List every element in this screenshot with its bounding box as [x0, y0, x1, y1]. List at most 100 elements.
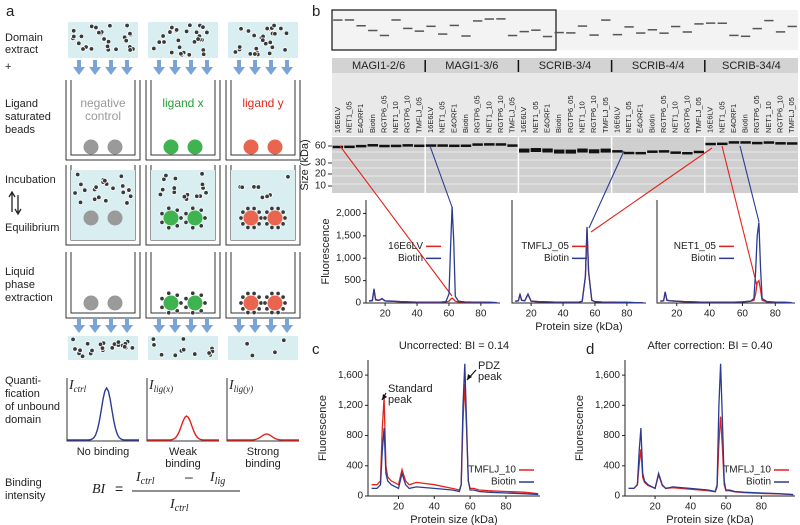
band [379, 34, 390, 37]
x-axis-label: Protein size (kDa) [666, 514, 753, 525]
band [612, 33, 623, 36]
band [518, 148, 530, 153]
arrow [105, 318, 117, 333]
legend-label: Biotin [544, 253, 569, 264]
molecule [264, 209, 270, 215]
molecule [123, 37, 129, 44]
annotation: peak [478, 371, 502, 383]
bead-label: negative [80, 96, 126, 110]
band [682, 151, 693, 155]
molecule [240, 209, 246, 215]
annotation-arrowhead [382, 394, 387, 400]
step-label: of unbound [5, 401, 60, 413]
bead [243, 210, 259, 226]
molecule [198, 292, 204, 298]
x-tick-label: 80 [475, 309, 487, 320]
molecule [160, 186, 166, 193]
bead [163, 210, 179, 226]
connector [429, 145, 453, 208]
molecule [275, 205, 281, 212]
gel-axis-label: Size (kDa) [299, 139, 311, 190]
band [659, 32, 669, 34]
x-tick-label: 80 [621, 309, 633, 320]
molecule [173, 27, 180, 33]
band [752, 27, 762, 30]
bead [107, 295, 123, 311]
band [775, 142, 786, 145]
gel-tick-label: 30 [315, 158, 327, 169]
molecule [190, 225, 196, 231]
molecule [269, 205, 275, 212]
group-label: MAGI1-2/6 [352, 60, 405, 72]
band [414, 30, 425, 32]
y-tick-label: 500 [344, 275, 361, 286]
band [775, 31, 786, 33]
x-tick-label: 40 [704, 309, 716, 320]
molecule [275, 290, 281, 297]
molecule [122, 344, 128, 350]
x-tick-label: 60 [720, 502, 732, 513]
annotation-arrowhead [467, 374, 472, 380]
band [729, 34, 739, 37]
molecule [272, 349, 278, 356]
lane-label: Biotin [554, 114, 563, 133]
arrow [201, 318, 213, 333]
step-label: Binding [5, 477, 42, 489]
connector [588, 150, 625, 229]
beaker [65, 80, 141, 161]
molecule [127, 193, 134, 199]
molecule [281, 337, 287, 344]
group-header [332, 58, 798, 73]
band [693, 150, 705, 154]
lane-label: 16E6LV [519, 107, 528, 133]
y-tick-label: 1,600 [595, 370, 620, 381]
molecule [186, 52, 192, 58]
lane-label: 16E6LV [706, 107, 715, 133]
molecule [282, 215, 288, 221]
y-tick-label: 800 [603, 430, 620, 441]
lane-label: RGTP6_10 [589, 95, 598, 133]
arrow [169, 318, 181, 333]
molecule [269, 224, 275, 231]
lane-label: RGTP6_05 [659, 95, 668, 133]
lane-label: E4ORF1 [543, 104, 552, 133]
molecule [171, 185, 177, 191]
connector [721, 145, 758, 287]
molecule [159, 211, 165, 217]
symbol: I [228, 378, 235, 393]
bead [83, 139, 99, 155]
band [355, 144, 367, 148]
molecule [93, 24, 99, 31]
lane-label: TMFLJ_05 [508, 97, 517, 133]
molecule [267, 39, 273, 46]
quant-label: Ilig(y) [228, 378, 253, 394]
molecule [169, 24, 175, 31]
legend-label: Biotin [691, 253, 716, 264]
band [671, 25, 681, 28]
molecule [264, 193, 270, 200]
band [786, 142, 798, 145]
molecule [203, 190, 209, 196]
axis [146, 378, 219, 442]
molecule [84, 341, 91, 347]
y-axis-label: Fluorescence [574, 395, 586, 461]
x-tick-label: 60 [589, 309, 601, 320]
molecule [174, 207, 180, 213]
band [496, 18, 506, 20]
molecule [264, 306, 270, 312]
band [333, 19, 343, 21]
arrow [153, 60, 165, 75]
molecule [262, 300, 268, 306]
arrow [249, 318, 261, 333]
y-tick-label: 400 [346, 460, 363, 471]
lane-label: NET1_10 [577, 101, 586, 133]
band [344, 19, 355, 21]
molecule [101, 36, 107, 42]
lane-label: Biotin [368, 114, 377, 133]
band [717, 142, 728, 146]
annotation: PDZ [478, 360, 500, 372]
molecule [283, 30, 290, 37]
band [542, 148, 553, 153]
band [472, 143, 483, 146]
bead-label: ligand y [242, 96, 283, 110]
